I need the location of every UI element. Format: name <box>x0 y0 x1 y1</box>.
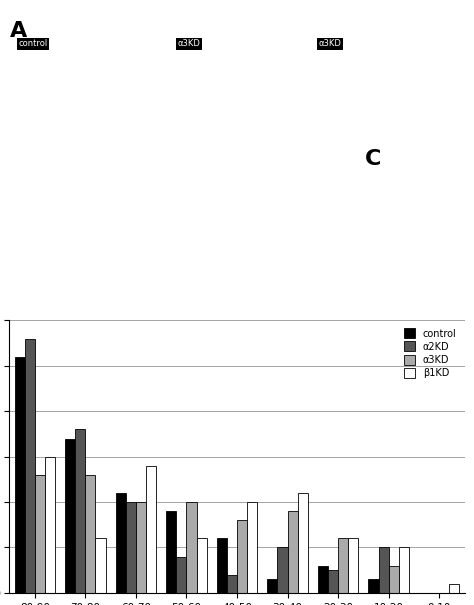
Text: α3KD: α3KD <box>178 39 201 48</box>
Bar <box>126 502 136 593</box>
Bar <box>217 538 227 593</box>
Text: control: control <box>18 39 48 48</box>
Bar <box>328 570 338 593</box>
Bar <box>318 566 328 593</box>
Bar <box>298 493 308 593</box>
Bar <box>186 502 197 593</box>
Bar <box>288 511 298 593</box>
Bar <box>348 538 358 593</box>
Bar <box>399 548 409 593</box>
Bar <box>197 538 207 593</box>
Text: C: C <box>365 149 381 169</box>
Bar <box>45 457 55 593</box>
Bar <box>75 430 85 593</box>
Bar <box>176 557 186 593</box>
Bar <box>237 520 247 593</box>
Bar <box>116 493 126 593</box>
Bar <box>368 579 379 593</box>
Bar <box>338 538 348 593</box>
Bar <box>227 575 237 593</box>
Bar <box>267 579 277 593</box>
Bar <box>85 475 95 593</box>
Bar <box>449 584 459 593</box>
Bar <box>389 566 399 593</box>
Legend: control, α2KD, α3KD, β1KD: control, α2KD, α3KD, β1KD <box>401 325 460 381</box>
Bar <box>166 511 176 593</box>
Bar <box>35 475 45 593</box>
Text: A: A <box>9 21 27 41</box>
Bar <box>379 548 389 593</box>
Bar <box>95 538 106 593</box>
Bar <box>25 339 35 593</box>
Bar <box>15 357 25 593</box>
Text: α3KD: α3KD <box>319 39 342 48</box>
Bar <box>65 439 75 593</box>
Bar <box>136 502 146 593</box>
Bar <box>247 502 257 593</box>
Bar <box>146 466 156 593</box>
Bar <box>277 548 288 593</box>
